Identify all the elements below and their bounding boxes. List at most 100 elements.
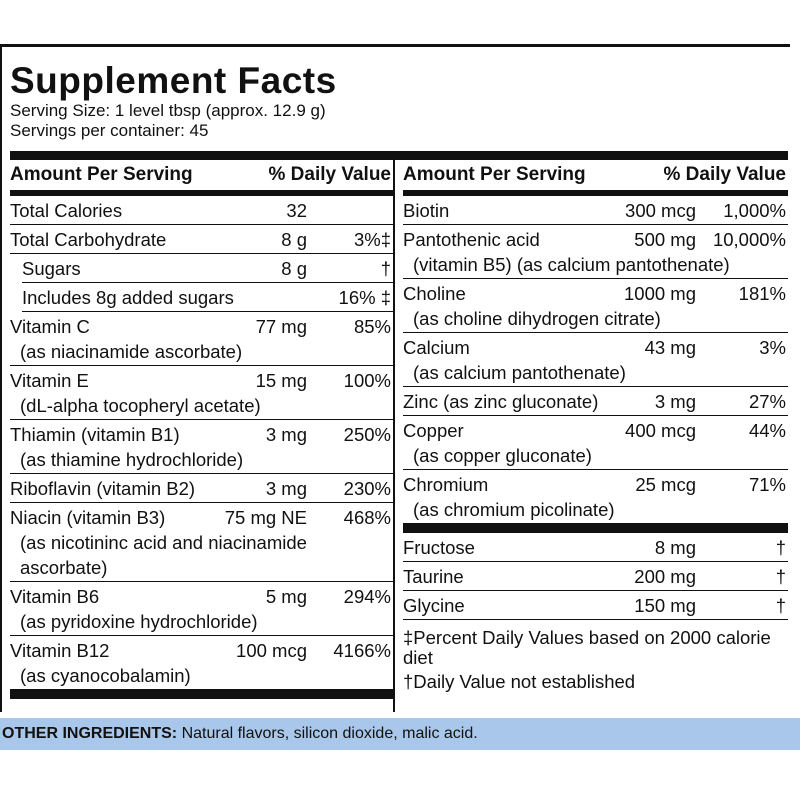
daily-value: † <box>380 258 391 279</box>
nutrient-name: Vitamin B12 <box>10 640 110 661</box>
row-group: Fructose 8 mg † Taurine 200 mg † Glycine 150 mg… <box>403 524 788 620</box>
daily-value: 10,000% <box>712 229 786 250</box>
nutrient-name: Taurine <box>403 566 464 587</box>
amount: 300 mcg <box>625 200 696 221</box>
nutrient-row: Pantothenic acid 500 mg 10,000% (vitamin B5… <box>403 225 788 279</box>
nutrient-name: Chromium <box>403 474 489 495</box>
header-cell: % Daily Value <box>268 164 391 185</box>
daily-value: 468% <box>343 507 391 528</box>
nutrient-name: Biotin <box>403 200 450 221</box>
column: Amount Per Serving % Daily Value Biotin 300… <box>393 160 788 712</box>
nutrient-row: Niacin (vitamin B3) 75 mg NE 468% (as nicot… <box>10 503 393 582</box>
header-cell: Amount Per Serving <box>10 164 193 185</box>
daily-value: † <box>775 595 786 616</box>
amount: 43 mg <box>644 337 696 358</box>
nutrient-row: Taurine 200 mg † <box>403 562 788 591</box>
nutrient-name: Includes 8g added sugars <box>22 287 234 308</box>
nutrient-detail: (as calcium pantothenate) <box>413 362 626 383</box>
nutrient-name: Vitamin E <box>10 370 89 391</box>
nutrient-name: Total Calories <box>10 200 123 221</box>
nutrient-row: Vitamin B6 5 mg 294% (as pyridoxine hydroch… <box>10 582 393 636</box>
daily-value: † <box>775 537 786 558</box>
nutrient-row: Fructose 8 mg † <box>403 533 788 562</box>
column-header: Amount Per Serving % Daily Value <box>10 160 393 196</box>
nutrient-name: Sugars <box>22 258 81 279</box>
nutrient-detail: (as cyanocobalamin) <box>20 665 191 686</box>
nutrient-name: Vitamin B6 <box>10 586 100 607</box>
daily-value: 294% <box>343 586 391 607</box>
nutrient-name: Thiamin (vitamin B1) <box>10 424 180 445</box>
nutrient-row: Glycine 150 mg † <box>403 591 788 620</box>
daily-value: 71% <box>748 474 786 495</box>
amount: 8 g <box>281 258 307 279</box>
amount: 100 mcg <box>236 640 307 661</box>
column-header: Amount Per Serving % Daily Value <box>403 160 788 196</box>
amount: 5 mg <box>265 586 307 607</box>
nutrient-detail: (dL-alpha tocopheryl acetate) <box>20 395 261 416</box>
daily-value: 181% <box>738 283 786 304</box>
nutrient-name: Zinc (as zinc gluconate) <box>403 391 599 412</box>
footnote: ‡Percent Daily Values based on 2000 calo… <box>403 627 771 668</box>
amount: 500 mg <box>634 229 696 250</box>
nutrient-row: Calcium 43 mg 3% (as calcium pantothenate) <box>403 333 788 387</box>
nutrient-name: Riboflavin (vitamin B2) <box>10 478 196 499</box>
daily-value: 1,000% <box>723 200 786 221</box>
daily-value: 16% ‡ <box>338 287 391 308</box>
footnote: †Daily Value not established <box>403 671 636 692</box>
amount: 3 mg <box>654 391 696 412</box>
nutrient-row: Vitamin B12 100 mcg 4166% (as cyanocobalami… <box>10 636 393 690</box>
daily-value: 44% <box>748 420 786 441</box>
amount: 1000 mg <box>624 283 696 304</box>
header-cell: Amount Per Serving <box>403 164 586 185</box>
amount: 8 g <box>281 229 307 250</box>
nutrient-name: Copper <box>403 420 464 441</box>
columns: Amount Per Serving % Daily Value Total Cal… <box>10 151 788 712</box>
serving-size: Serving Size: 1 level tbsp (approx. 12.9… <box>10 101 326 120</box>
header-cell: % Daily Value <box>663 164 786 185</box>
daily-value: 27% <box>748 391 786 412</box>
amount: 75 mg NE <box>224 507 307 528</box>
nutrient-row: Includes 8g added sugars 16% ‡ <box>22 283 393 312</box>
nutrient-detail: (as copper gluconate) <box>413 445 592 466</box>
daily-value: 85% <box>353 316 391 337</box>
footnotes: ‡Percent Daily Values based on 2000 calo… <box>403 628 788 692</box>
nutrient-row: Zinc (as zinc gluconate) 3 mg 27% <box>403 387 788 416</box>
amount: 200 mg <box>634 566 696 587</box>
daily-value: 250% <box>343 424 391 445</box>
amount: 400 mcg <box>625 420 696 441</box>
nutrient-detail: (as choline dihydrogen citrate) <box>413 308 661 329</box>
daily-value: 230% <box>343 478 391 499</box>
nutrient-row: Biotin 300 mcg 1,000% <box>403 196 788 225</box>
nutrient-detail: (vitamin B5) (as calcium pantothenate) <box>413 254 730 275</box>
nutrient-name: Pantothenic acid <box>403 229 540 250</box>
nutrient-detail: (as niacinamide ascorbate) <box>20 341 243 362</box>
row-group: Total Calories 32 Total Carbohydrate 8 g 3%‡… <box>10 196 393 699</box>
amount: 32 <box>286 200 307 221</box>
daily-value: 3% <box>759 337 786 358</box>
nutrient-name: Calcium <box>403 337 470 358</box>
other-text: Natural flavors, silicon dioxide, malic … <box>181 725 478 742</box>
nutrient-name: Niacin (vitamin B3) <box>10 507 166 528</box>
amount: 25 mcg <box>635 474 696 495</box>
amount: 3 mg <box>265 424 307 445</box>
nutrient-name: Choline <box>403 283 466 304</box>
nutrient-row: Vitamin C 77 mg 85% (as niacinamide ascorba… <box>10 312 393 366</box>
row-group: Biotin 300 mcg 1,000% Pantothenic acid 500 m… <box>403 196 788 524</box>
nutrient-name: Total Carbohydrate <box>10 229 167 250</box>
nutrient-row: Vitamin E 15 mg 100% (dL-alpha tocopheryl a… <box>10 366 393 420</box>
nutrient-row: Choline 1000 mg 181% (as choline dihydrogen… <box>403 279 788 333</box>
daily-value: 100% <box>343 370 391 391</box>
column: Amount Per Serving % Daily Value Total Cal… <box>10 160 393 712</box>
amount: 15 mg <box>255 370 307 391</box>
amount: 77 mg <box>255 316 307 337</box>
nutrient-name: Glycine <box>403 595 465 616</box>
supplement-label: Supplement Facts Serving Size: 1 level t… <box>0 44 790 712</box>
daily-value: † <box>775 566 786 587</box>
nutrient-row: Chromium 25 mcg 71% (as chromium picolinate… <box>403 470 788 524</box>
nutrient-row: Copper 400 mcg 44% (as copper gluconate) <box>403 416 788 470</box>
nutrient-row: Thiamin (vitamin B1) 3 mg 250% (as thiamine… <box>10 420 393 474</box>
nutrient-detail: (as pyridoxine hydrochloride) <box>20 611 258 632</box>
nutrient-row: Total Carbohydrate 8 g 3%‡ <box>10 225 393 254</box>
nutrient-name: Fructose <box>403 537 475 558</box>
